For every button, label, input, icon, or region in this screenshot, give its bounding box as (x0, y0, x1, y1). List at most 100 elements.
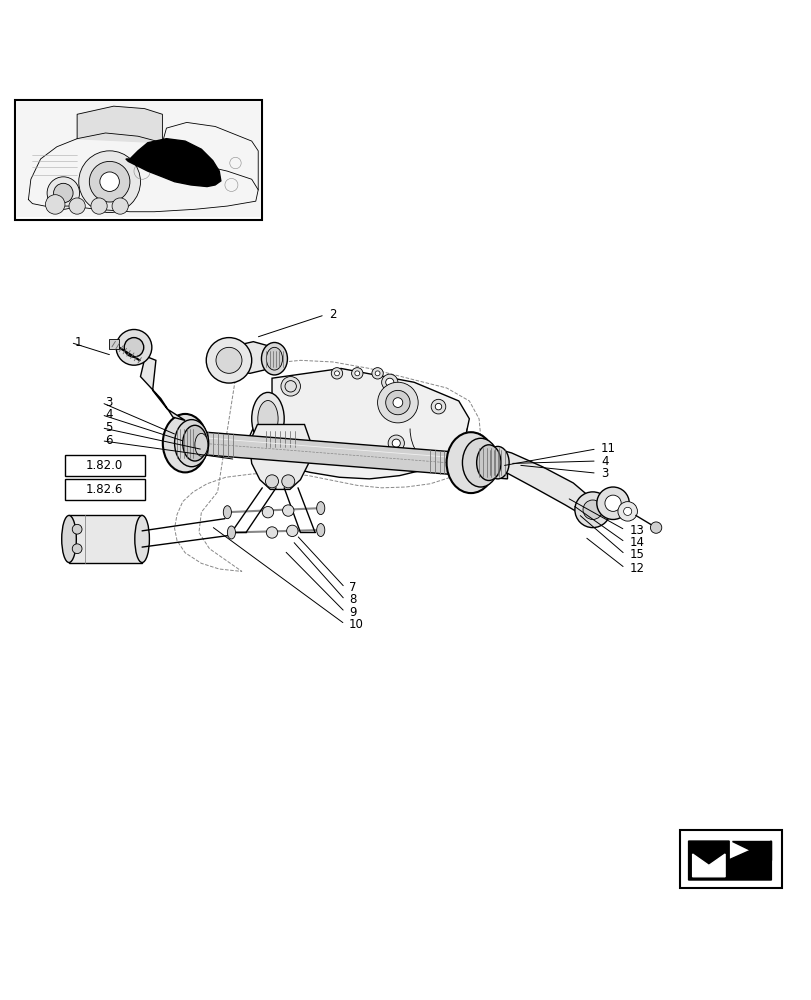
Circle shape (351, 368, 363, 379)
Circle shape (281, 475, 294, 488)
Circle shape (371, 368, 383, 379)
Circle shape (388, 435, 404, 451)
Polygon shape (493, 448, 589, 515)
Ellipse shape (227, 526, 235, 539)
Circle shape (617, 502, 637, 521)
Polygon shape (688, 841, 770, 880)
Text: 7: 7 (349, 581, 356, 594)
Circle shape (285, 381, 296, 392)
Circle shape (72, 544, 82, 554)
Bar (680, 830, 781, 888)
Circle shape (54, 183, 73, 203)
Circle shape (266, 527, 277, 538)
Text: 14: 14 (629, 536, 643, 549)
Text: 1: 1 (75, 336, 82, 349)
Polygon shape (250, 368, 469, 479)
Text: 4: 4 (600, 455, 607, 468)
Text: 9: 9 (349, 606, 356, 619)
Ellipse shape (461, 438, 498, 487)
Polygon shape (180, 430, 507, 479)
Circle shape (385, 378, 393, 386)
Circle shape (216, 347, 242, 373)
Polygon shape (249, 424, 311, 489)
Ellipse shape (316, 502, 324, 515)
Ellipse shape (316, 524, 324, 537)
Ellipse shape (476, 445, 500, 481)
Circle shape (91, 198, 107, 214)
Text: 1.82.6: 1.82.6 (86, 483, 123, 496)
FancyBboxPatch shape (65, 479, 145, 500)
Circle shape (72, 524, 82, 534)
Polygon shape (731, 841, 770, 860)
Ellipse shape (266, 347, 282, 370)
Text: 13: 13 (629, 524, 643, 537)
Circle shape (393, 398, 402, 407)
Text: 8: 8 (349, 593, 356, 606)
Circle shape (124, 338, 144, 357)
Polygon shape (69, 515, 142, 563)
Circle shape (596, 487, 629, 519)
Circle shape (79, 151, 140, 213)
Bar (15, 100, 262, 220)
Ellipse shape (174, 420, 208, 467)
Text: 10: 10 (349, 618, 363, 631)
Ellipse shape (486, 446, 508, 479)
Text: 3: 3 (600, 467, 607, 480)
Circle shape (112, 198, 128, 214)
Circle shape (116, 329, 152, 365)
Text: 6: 6 (105, 434, 113, 447)
Text: 11: 11 (600, 442, 615, 455)
Circle shape (354, 371, 359, 376)
Circle shape (331, 368, 342, 379)
Polygon shape (77, 106, 162, 143)
Ellipse shape (223, 506, 231, 519)
Circle shape (265, 475, 278, 488)
Circle shape (650, 522, 661, 533)
Bar (17, 102, 260, 217)
Text: 2: 2 (328, 308, 336, 321)
Polygon shape (212, 342, 276, 373)
Circle shape (45, 195, 65, 214)
Circle shape (334, 371, 339, 376)
Text: 3: 3 (105, 396, 113, 409)
Circle shape (206, 338, 251, 383)
Circle shape (385, 390, 410, 415)
Circle shape (286, 525, 298, 537)
Ellipse shape (182, 425, 207, 461)
Circle shape (100, 172, 119, 191)
Circle shape (290, 437, 298, 446)
Circle shape (431, 399, 445, 414)
Ellipse shape (446, 432, 495, 493)
Ellipse shape (162, 414, 208, 472)
Circle shape (574, 492, 610, 528)
Polygon shape (126, 139, 221, 187)
Circle shape (623, 507, 631, 515)
Circle shape (282, 505, 294, 516)
Text: 15: 15 (629, 548, 643, 561)
Text: 5: 5 (105, 421, 113, 434)
Ellipse shape (135, 515, 149, 563)
Ellipse shape (62, 515, 76, 563)
Circle shape (281, 377, 300, 396)
FancyBboxPatch shape (65, 455, 145, 476)
Text: 1.82.0: 1.82.0 (86, 459, 123, 472)
Circle shape (262, 506, 273, 518)
Circle shape (89, 161, 130, 202)
Circle shape (582, 500, 602, 519)
Circle shape (377, 382, 418, 423)
Circle shape (285, 433, 302, 450)
Ellipse shape (261, 342, 287, 375)
Polygon shape (115, 336, 185, 420)
Polygon shape (109, 339, 118, 349)
Circle shape (381, 374, 397, 390)
Ellipse shape (258, 401, 277, 437)
Circle shape (392, 439, 400, 447)
Circle shape (435, 403, 441, 410)
Circle shape (47, 177, 79, 209)
Circle shape (69, 198, 85, 214)
Text: 12: 12 (629, 562, 643, 575)
Polygon shape (692, 854, 724, 877)
Ellipse shape (251, 392, 284, 445)
Circle shape (604, 495, 620, 511)
Circle shape (375, 371, 380, 376)
